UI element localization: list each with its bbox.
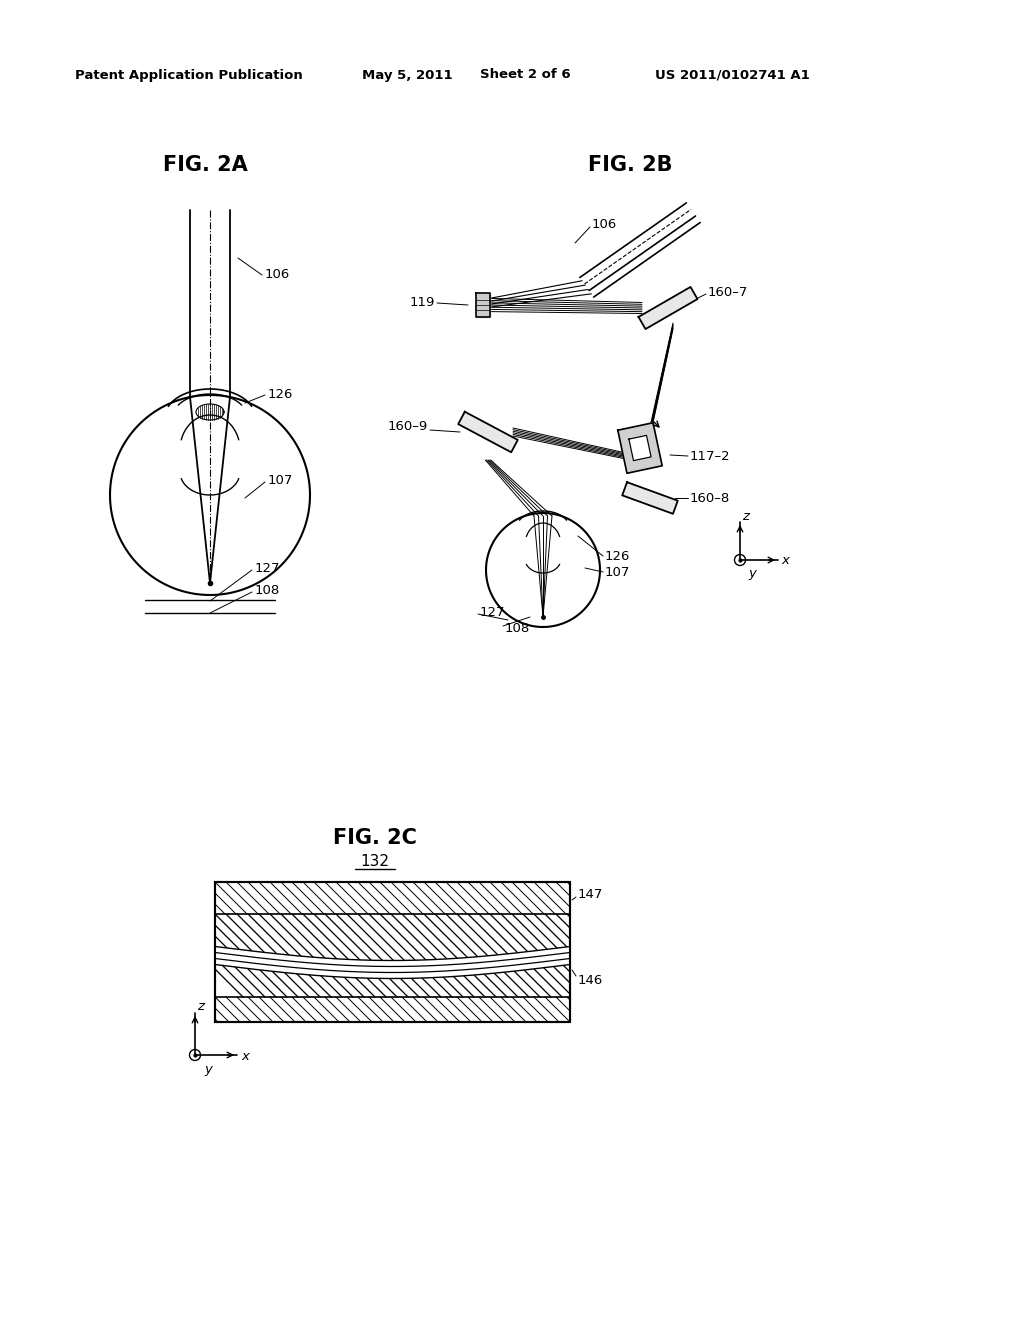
Text: 160–8: 160–8 xyxy=(690,491,730,504)
Polygon shape xyxy=(629,436,651,461)
Text: 106: 106 xyxy=(592,219,617,231)
Text: 108: 108 xyxy=(255,583,281,597)
Text: 160–9: 160–9 xyxy=(388,421,428,433)
Text: 119: 119 xyxy=(410,297,435,309)
Polygon shape xyxy=(458,412,518,453)
Text: x: x xyxy=(241,1049,249,1063)
Polygon shape xyxy=(476,293,490,317)
Text: 106: 106 xyxy=(265,268,290,281)
Text: FIG. 2A: FIG. 2A xyxy=(163,154,248,176)
Bar xyxy=(215,882,570,1022)
Text: 107: 107 xyxy=(605,565,631,578)
Text: 117–2: 117–2 xyxy=(690,450,731,462)
Text: 146: 146 xyxy=(578,974,603,986)
Text: FIG. 2B: FIG. 2B xyxy=(588,154,672,176)
Text: 107: 107 xyxy=(268,474,293,487)
Text: May 5, 2011: May 5, 2011 xyxy=(362,69,453,82)
Text: y: y xyxy=(748,568,756,581)
Text: z: z xyxy=(197,1001,204,1014)
Text: 126: 126 xyxy=(268,388,293,401)
Text: Sheet 2 of 6: Sheet 2 of 6 xyxy=(480,69,570,82)
Text: FIG. 2C: FIG. 2C xyxy=(333,828,417,847)
Text: US 2011/0102741 A1: US 2011/0102741 A1 xyxy=(655,69,810,82)
Text: 126: 126 xyxy=(605,549,631,562)
Text: Patent Application Publication: Patent Application Publication xyxy=(75,69,303,82)
Polygon shape xyxy=(623,482,678,513)
Text: 147: 147 xyxy=(578,888,603,902)
Text: 108: 108 xyxy=(505,622,530,635)
Text: 127: 127 xyxy=(255,561,281,574)
Text: y: y xyxy=(204,1064,212,1077)
Polygon shape xyxy=(617,422,663,474)
Text: 127: 127 xyxy=(480,606,506,619)
Text: 160–7: 160–7 xyxy=(708,285,749,298)
Polygon shape xyxy=(215,946,570,978)
Text: x: x xyxy=(781,554,788,568)
Text: z: z xyxy=(742,510,749,523)
Text: 132: 132 xyxy=(360,854,389,870)
Polygon shape xyxy=(639,286,697,329)
